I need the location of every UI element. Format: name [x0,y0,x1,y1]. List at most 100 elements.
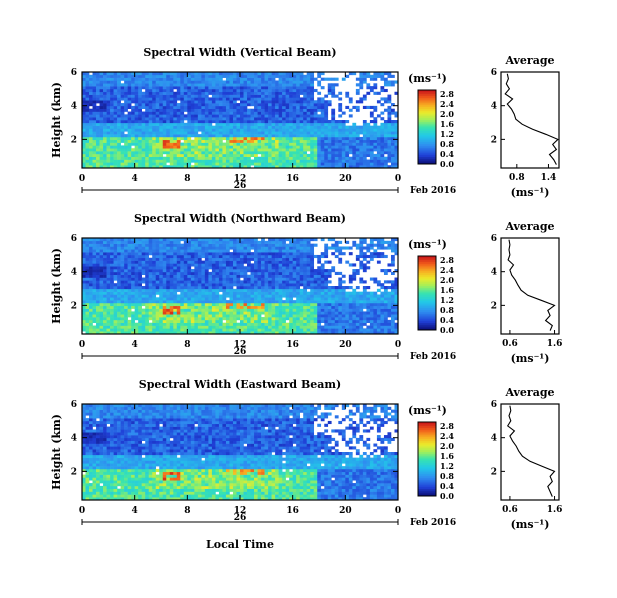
heatmap-cell [282,257,286,261]
heatmap-cell [236,114,241,118]
heatmap-cell [225,122,230,126]
heatmap-cell [296,314,300,318]
heatmap-cell [292,142,297,146]
heatmap-cell [275,266,279,270]
heatmap-cell [229,322,234,326]
heatmap-cell [92,120,97,124]
heatmap-cell [106,246,111,250]
heatmap-cell [229,238,234,242]
heatmap-cell [96,238,100,242]
heatmap-cell [82,77,86,81]
heatmap-cell [96,162,100,166]
heatmap-cell [183,80,188,84]
heatmap-cell [310,86,315,90]
heatmap-cell [113,331,118,335]
heatmap-cell [257,308,262,312]
heatmap-cell [110,91,114,95]
heatmap-cell [229,142,234,146]
heatmap-cell [131,252,135,256]
heatmap-cell [268,238,272,242]
heatmap-cell [215,162,220,166]
heatmap-cell [254,302,258,307]
heatmap-cell [225,266,230,270]
heatmap-cell [247,74,251,78]
heatmap-cell [141,159,146,163]
heatmap-cell [211,240,216,244]
heatmap-cell [92,291,97,295]
heatmap-cell [159,322,164,326]
heatmap-cell [201,274,206,278]
heatmap-cell [373,131,378,135]
heatmap-cell [113,260,118,264]
heatmap-cell [183,88,188,93]
heatmap-cell [92,148,97,152]
heatmap-cell [394,156,399,160]
heatmap-cell [141,319,146,323]
heatmap-cell [124,134,128,138]
heatmap-cell [145,156,150,160]
heatmap-cell [155,142,160,146]
heatmap-cell [313,120,318,124]
heatmap-cell [169,322,174,326]
heatmap-cell [352,153,357,157]
heatmap-cell [159,283,164,287]
heatmap-cell [289,257,293,261]
heatmap-cell [138,249,142,253]
heatmap-cell [85,131,90,135]
heatmap-cell [82,260,86,264]
heatmap-cell [299,257,304,261]
heatmap-cell [282,117,286,121]
heatmap-cell [201,300,206,304]
heatmap-cell [138,302,142,307]
heatmap-cell [166,153,171,157]
heatmap-cell [240,134,244,138]
heatmap-cell [99,148,104,152]
heatmap-cell [208,105,213,109]
heatmap-cell [145,125,150,129]
heatmap-cell [138,260,142,264]
heatmap-cell [232,331,237,335]
heatmap-cell [250,288,255,292]
heatmap-cell [345,125,350,129]
heatmap-cell [282,122,286,126]
heatmap-cell [169,72,174,76]
heatmap-cell [317,151,322,155]
heatmap-cell [285,159,290,163]
heatmap-cell [296,156,300,160]
heatmap-cell [106,103,111,107]
heatmap-cell [243,280,248,284]
heatmap-cell [197,111,202,115]
heatmap-cell [348,97,353,101]
heatmap-cell [208,74,213,78]
heatmap-cell [180,128,185,132]
heatmap-cell [117,151,121,155]
heatmap-cell [247,280,251,284]
heatmap-cell [180,297,185,301]
heatmap-cell [180,249,185,253]
heatmap-cell [82,125,86,129]
heatmap-cell [348,131,353,135]
heatmap-cell [278,162,283,166]
heatmap-cell [145,266,150,270]
heatmap-cell [96,325,100,329]
heatmap-cell [124,156,128,160]
heatmap-cell [120,114,125,118]
heatmap-cell [208,294,213,298]
heatmap-cell [236,243,241,247]
heatmap-cell [127,277,132,281]
heatmap-cell [282,254,286,259]
heatmap-cell [159,117,164,121]
heatmap-cell [257,291,262,295]
heatmap-cell [303,136,308,141]
heatmap-cell [194,139,199,143]
heatmap-cell [99,291,104,295]
heatmap-cell [222,162,227,166]
heatmap-cell [85,74,90,78]
heatmap-cell [285,294,290,298]
heatmap-cell [138,100,142,104]
heatmap-cell [99,125,104,129]
heatmap-cell [138,286,142,290]
heatmap-cell [148,297,153,301]
heatmap-cell [296,97,300,101]
heatmap-cell [152,114,157,118]
